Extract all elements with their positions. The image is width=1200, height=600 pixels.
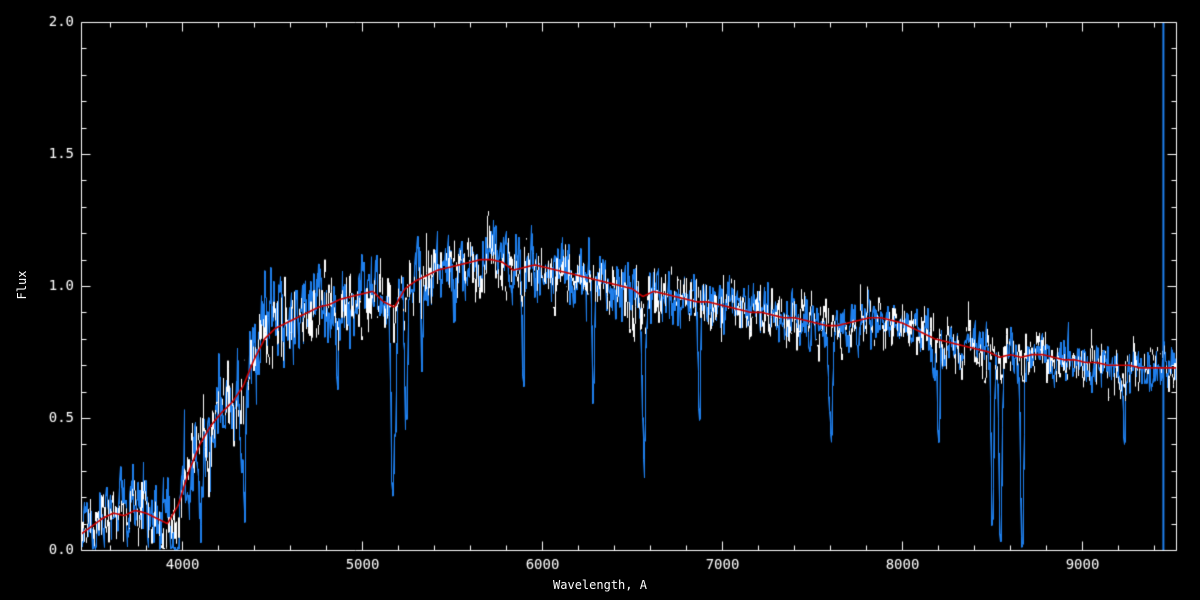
- x-axis-label: Wavelength, A: [553, 578, 647, 592]
- y-axis-label: Flux: [15, 270, 29, 300]
